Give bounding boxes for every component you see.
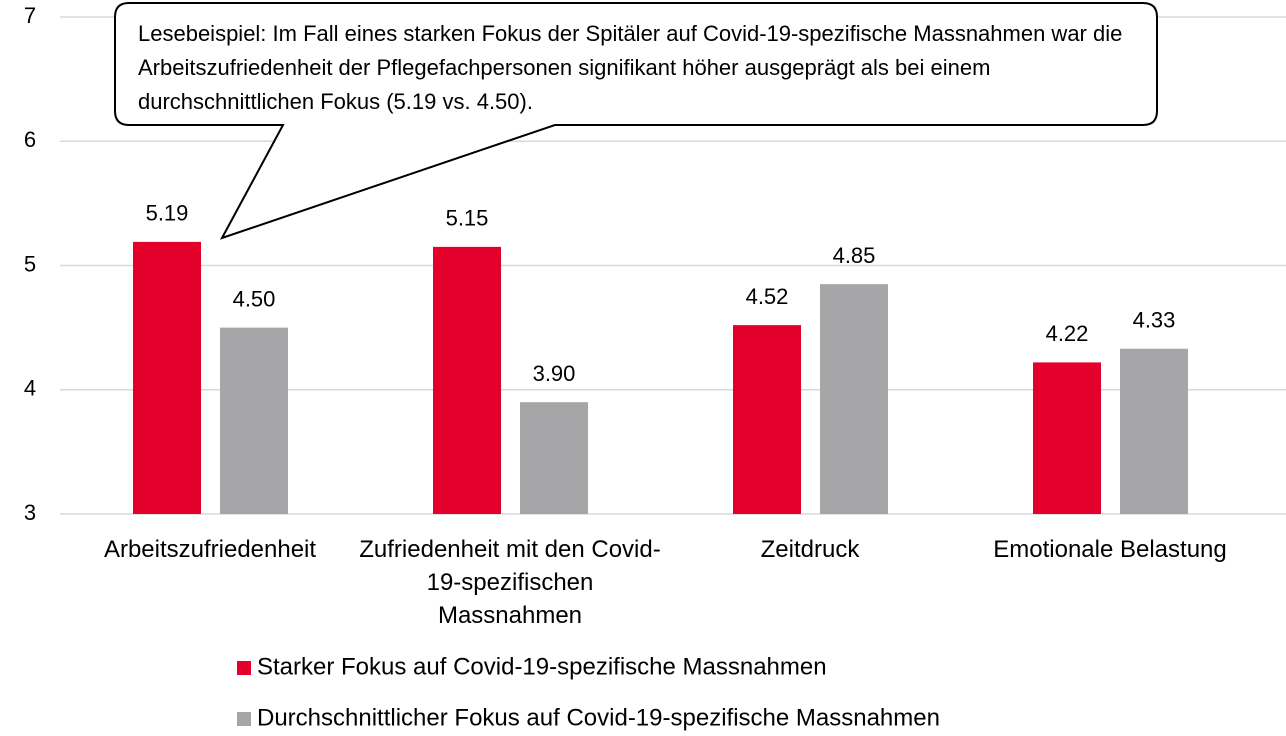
annotation: Lesebeispiel: Im Fall eines starken Foku…: [138, 21, 1123, 114]
x-tick-label: Zufriedenheit mit den Covid-19-spezifisc…: [359, 536, 661, 629]
x-tick-label: Emotionale Belastung: [993, 536, 1227, 563]
value-label: 4.52: [746, 284, 789, 309]
y-tick-label: 5: [24, 251, 36, 276]
value-label: 4.33: [1133, 308, 1176, 333]
x-tick-label: Arbeitszufriedenheit: [103, 536, 317, 563]
value-label: 3.90: [533, 361, 576, 386]
legend-swatch: [237, 661, 251, 675]
legend-label: Starker Fokus auf Covid-19-spezifische M…: [257, 653, 827, 680]
y-tick-label: 4: [24, 376, 36, 401]
bar: [133, 241, 201, 514]
y-tick-label: 6: [24, 127, 36, 152]
y-tick-label: 3: [24, 500, 36, 525]
callout: [114, 2, 1158, 240]
bar: [433, 246, 501, 515]
value-label: 4.22: [1046, 321, 1089, 346]
bar: [220, 327, 288, 514]
legend-swatch: [237, 712, 251, 726]
bar: [733, 325, 801, 514]
bar: [1120, 348, 1188, 514]
value-label: 5.15: [446, 206, 489, 231]
bar: [820, 284, 888, 514]
x-tick-label: Zeitdruck: [760, 536, 860, 563]
bar: [520, 402, 588, 514]
bar: [1033, 362, 1101, 514]
y-tick-label: 7: [24, 3, 36, 28]
value-label: 5.19: [146, 201, 189, 226]
legend-label: Durchschnittlicher Fokus auf Covid-19-sp…: [257, 704, 940, 731]
value-label: 4.50: [233, 286, 276, 311]
value-label: 4.85: [833, 243, 876, 268]
